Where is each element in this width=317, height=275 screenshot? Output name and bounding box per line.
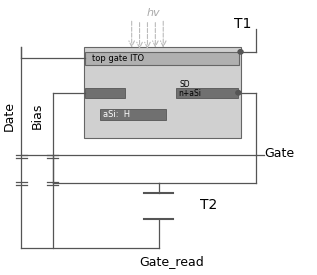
Text: Bias: Bias	[30, 102, 43, 129]
Text: Gate_read: Gate_read	[139, 255, 204, 268]
Text: top gate ITO: top gate ITO	[92, 54, 144, 63]
Bar	[100, 109, 166, 120]
Text: SD: SD	[179, 80, 190, 89]
Text: hv: hv	[147, 8, 161, 18]
Circle shape	[236, 90, 241, 95]
Text: T1: T1	[234, 17, 252, 31]
Bar	[84, 47, 241, 138]
Text: Gate: Gate	[264, 147, 294, 160]
Text: n+aSi: n+aSi	[178, 89, 201, 98]
Text: aSi:  H: aSi: H	[103, 110, 130, 119]
Bar	[85, 88, 125, 98]
Text: Date: Date	[3, 101, 16, 131]
Bar	[176, 88, 238, 98]
Circle shape	[238, 50, 243, 54]
Text: T2: T2	[199, 197, 217, 211]
Bar	[85, 52, 239, 65]
